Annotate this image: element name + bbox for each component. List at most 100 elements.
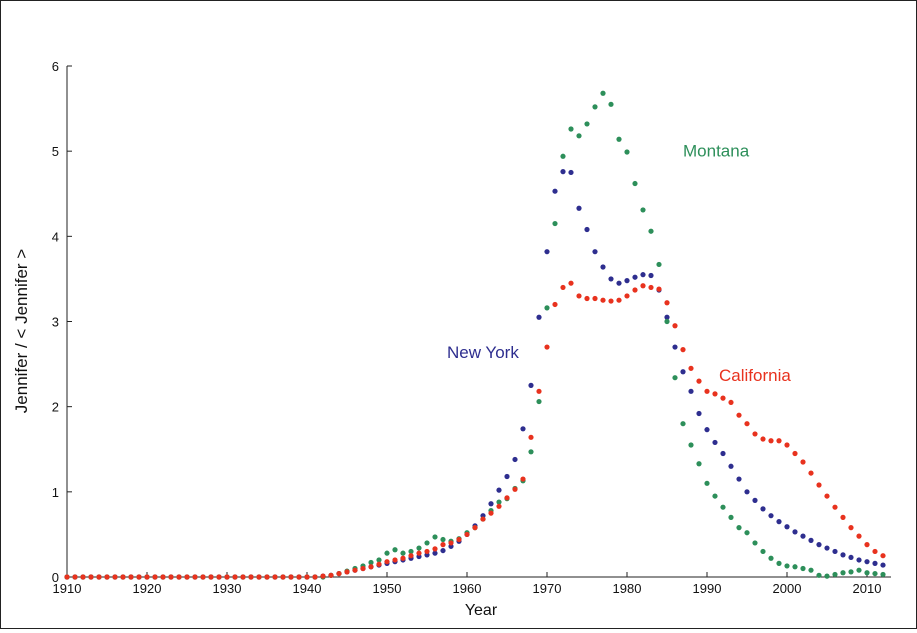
data-point <box>760 506 766 512</box>
data-point <box>376 561 382 567</box>
data-point <box>224 574 230 580</box>
data-point <box>496 499 502 505</box>
data-point <box>784 563 790 569</box>
data-point <box>408 548 414 555</box>
data-point <box>552 301 558 308</box>
data-point <box>640 207 646 213</box>
data-point <box>648 272 654 279</box>
data-point <box>472 525 478 531</box>
data-point <box>872 570 878 577</box>
data-point <box>160 574 166 580</box>
data-point <box>736 476 742 482</box>
data-point <box>432 534 438 540</box>
data-point <box>576 133 582 139</box>
data-point <box>128 574 134 580</box>
x-tick-label: 1960 <box>453 581 482 596</box>
data-point <box>656 286 662 292</box>
data-point <box>728 399 734 406</box>
data-point <box>672 323 678 329</box>
x-tick-label: 2010 <box>853 581 882 596</box>
data-point <box>848 569 854 575</box>
data-point <box>592 295 598 302</box>
data-point <box>808 537 814 543</box>
data-point <box>72 574 78 580</box>
data-point <box>848 554 854 561</box>
data-point <box>424 540 430 546</box>
data-point <box>568 169 574 176</box>
data-point <box>664 300 670 306</box>
data-point <box>288 574 294 580</box>
data-point <box>880 562 886 568</box>
data-point <box>712 391 718 397</box>
data-point <box>632 180 638 187</box>
data-point <box>792 564 798 570</box>
data-point <box>832 504 838 510</box>
data-point <box>440 547 446 554</box>
data-point <box>672 344 678 350</box>
data-point <box>824 493 830 499</box>
data-point <box>592 104 598 110</box>
data-point <box>696 378 702 384</box>
x-tick-label: 1970 <box>533 581 562 596</box>
data-point <box>184 574 190 580</box>
data-point <box>248 574 254 580</box>
data-point <box>496 487 502 493</box>
data-point <box>528 382 534 388</box>
data-point <box>624 149 630 155</box>
data-point <box>368 559 374 566</box>
data-point <box>784 442 790 448</box>
data-point <box>704 480 710 486</box>
data-point <box>520 476 526 482</box>
data-point <box>144 574 150 580</box>
data-point <box>672 375 678 381</box>
data-point <box>648 228 654 234</box>
data-point <box>536 388 542 394</box>
y-tick-label: 0 <box>52 570 59 585</box>
data-points <box>64 90 886 580</box>
x-tick-label: 1950 <box>373 581 402 596</box>
data-point <box>136 574 142 580</box>
data-point <box>800 533 806 539</box>
data-point <box>392 557 398 563</box>
data-point <box>608 101 614 107</box>
data-point <box>488 501 494 507</box>
data-point <box>640 272 646 278</box>
data-point <box>584 295 590 302</box>
data-point <box>808 567 814 573</box>
series-annotation: Montana <box>683 141 750 160</box>
y-tick-label: 6 <box>52 59 59 74</box>
data-point <box>336 570 342 577</box>
data-point <box>368 564 374 570</box>
y-tick-label: 4 <box>52 229 59 244</box>
data-point <box>528 449 534 455</box>
data-point <box>632 287 638 293</box>
data-point <box>320 573 326 579</box>
data-point <box>832 571 838 578</box>
data-point <box>232 574 238 580</box>
data-point <box>568 126 574 132</box>
data-point <box>536 398 542 405</box>
data-point <box>312 574 318 580</box>
data-point <box>816 572 822 578</box>
data-point <box>488 510 494 516</box>
data-point <box>624 278 630 284</box>
data-point <box>544 305 550 311</box>
annotations: Montana New York California <box>447 141 791 385</box>
data-point <box>648 284 654 291</box>
data-point <box>768 438 774 444</box>
data-point <box>384 550 390 556</box>
data-point <box>576 293 582 299</box>
data-point <box>840 514 846 520</box>
y-tick-label: 1 <box>52 485 59 500</box>
data-point <box>176 574 182 580</box>
y-axis-label: Jennifer / < Jennifer > <box>12 249 31 414</box>
data-point <box>384 559 390 565</box>
data-point <box>872 560 878 566</box>
data-point <box>728 514 734 520</box>
data-point <box>680 347 686 353</box>
data-point <box>640 283 646 289</box>
data-point <box>856 557 862 563</box>
data-point <box>616 280 622 286</box>
